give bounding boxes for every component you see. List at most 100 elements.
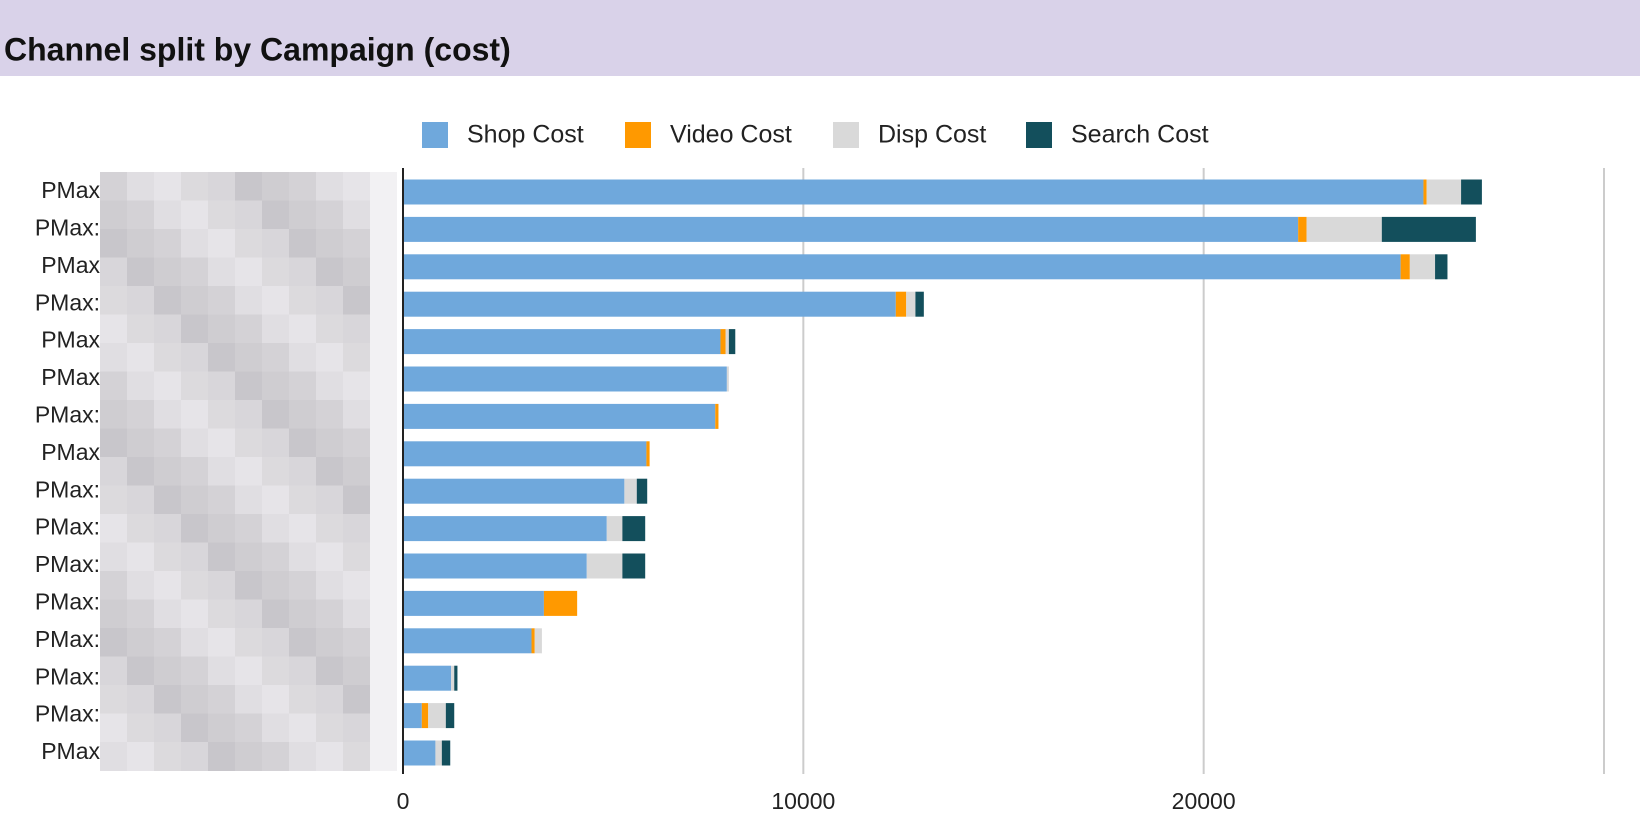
mosaic-tile (127, 599, 154, 629)
mosaic-tile (181, 628, 208, 657)
mosaic-tile (100, 542, 127, 572)
y-tick-label: PMax (41, 738, 100, 764)
mosaic-tile (154, 599, 181, 629)
mosaic-tile (289, 656, 316, 686)
mosaic-tile (208, 200, 235, 230)
mosaic-tile (208, 286, 235, 315)
mosaic-tile (343, 400, 370, 429)
legend-label: Disp Cost (878, 121, 986, 149)
bar-segment (428, 703, 446, 729)
mosaic-tile (181, 428, 208, 458)
mosaic-tile (100, 742, 127, 771)
mosaic-tile (100, 685, 127, 714)
mosaic-tile (316, 400, 343, 429)
mosaic-tile (262, 542, 289, 572)
mosaic-tile (289, 371, 316, 401)
mosaic-tile (127, 514, 154, 543)
mosaic-tile (343, 656, 370, 686)
bar-segment (403, 590, 544, 616)
mosaic-tile (154, 200, 181, 230)
mosaic-tile (343, 257, 370, 287)
mosaic-tile (316, 542, 343, 572)
bar-segment (586, 553, 623, 579)
mosaic-tile (154, 457, 181, 486)
y-tick-label: PMax (41, 252, 100, 278)
mosaic-tile (100, 713, 127, 743)
mosaic-tile (181, 571, 208, 600)
mosaic-tile (343, 599, 370, 629)
mosaic-tile (100, 286, 127, 315)
mosaic-tile (100, 485, 127, 515)
mosaic-tile (127, 428, 154, 458)
mosaic-tile (127, 542, 154, 572)
mosaic-tile (262, 314, 289, 344)
bar-segment (421, 703, 429, 729)
mosaic-tile (181, 599, 208, 629)
legend-label: Search Cost (1071, 121, 1209, 149)
mosaic-tile (100, 628, 127, 657)
bar-segment (403, 441, 647, 467)
mosaic-tile (316, 457, 343, 486)
mosaic-tile (154, 428, 181, 458)
mosaic-tile (289, 542, 316, 572)
mosaic-tile (289, 742, 316, 771)
mosaic-tile (181, 457, 208, 486)
mosaic-tile (343, 314, 370, 344)
legend-swatch (625, 122, 651, 148)
mosaic-tile (343, 514, 370, 543)
bar-segment (454, 665, 458, 691)
mosaic-tile (154, 628, 181, 657)
legend-swatch (422, 122, 448, 148)
mosaic-tile (208, 343, 235, 372)
mosaic-tile (208, 371, 235, 401)
mosaic-tile (289, 713, 316, 743)
mosaic-tile (127, 343, 154, 372)
mosaic-tile (127, 457, 154, 486)
mosaic-tile (289, 229, 316, 258)
chart-title: Channel split by Campaign (cost) (4, 31, 511, 67)
mosaic-tile (235, 400, 262, 429)
y-tick-label: PMax: (35, 663, 100, 689)
mosaic-tile (100, 371, 127, 401)
mosaic-tile (208, 599, 235, 629)
bar-segment (403, 179, 1424, 205)
bar-segment (1461, 179, 1482, 205)
mosaic-tile (289, 200, 316, 230)
mosaic-tile (289, 428, 316, 458)
mosaic-tile (289, 400, 316, 429)
mosaic-tile (235, 685, 262, 714)
legend-label: Shop Cost (467, 121, 584, 149)
mosaic-tile (235, 343, 262, 372)
mosaic-tile (235, 628, 262, 657)
bar-segment (403, 216, 1299, 242)
mosaic-tile (127, 713, 154, 743)
mosaic-tile (208, 428, 235, 458)
mosaic-tile (127, 172, 154, 201)
mosaic-tile (100, 229, 127, 258)
mosaic-tile (208, 172, 235, 201)
legend-swatch (833, 122, 859, 148)
mosaic-tile (181, 314, 208, 344)
mosaic-tile (100, 257, 127, 287)
bar-segment (715, 403, 719, 429)
mosaic-tile (100, 343, 127, 372)
mosaic-tile (289, 485, 316, 515)
mosaic-tile (289, 172, 316, 201)
mosaic-tile (262, 457, 289, 486)
bar-segment (622, 553, 646, 579)
mosaic-tile (235, 257, 262, 287)
bar-segment (1426, 179, 1462, 205)
y-tick-label: PMax: (35, 514, 100, 540)
bar-segment (403, 291, 896, 317)
y-tick-label: PMax: (35, 476, 100, 502)
mosaic-tile (262, 343, 289, 372)
bar-segment (403, 665, 452, 691)
mosaic-tile (370, 457, 397, 486)
mosaic-tile (100, 571, 127, 600)
mosaic-tile (370, 685, 397, 714)
y-tick-label: PMax: (35, 289, 100, 315)
mosaic-tile (181, 485, 208, 515)
bar-segment (915, 291, 924, 317)
mosaic-tile (154, 571, 181, 600)
mosaic-tile (235, 599, 262, 629)
